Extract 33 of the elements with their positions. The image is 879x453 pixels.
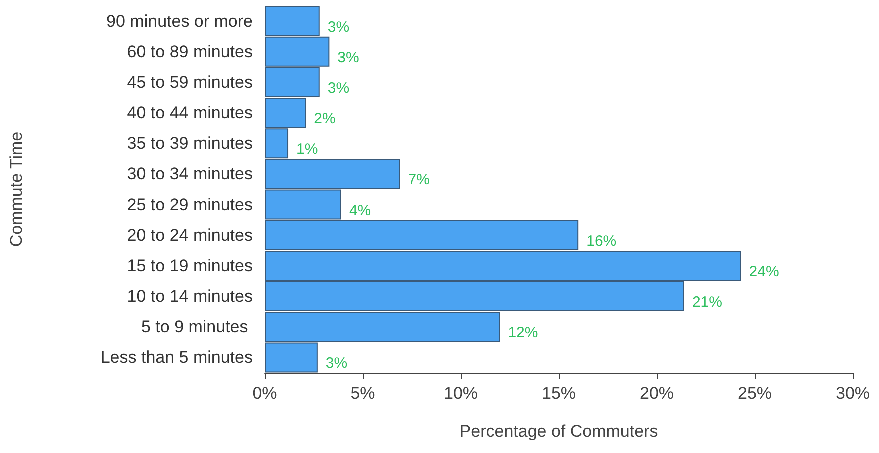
- data-label: 1%: [296, 141, 318, 158]
- data-label: 3%: [338, 49, 360, 66]
- data-label: 16%: [586, 232, 617, 250]
- y-tick-label: 40 to 44 minutes: [127, 104, 253, 123]
- y-tick-label: 35 to 39 minutes: [127, 134, 253, 154]
- data-label: 12%: [508, 324, 538, 342]
- x-tick-label: 5%: [350, 384, 376, 403]
- y-axis-title: Commute Time: [7, 132, 26, 248]
- y-tick-label: Less than 5 minutes: [100, 348, 253, 368]
- data-label: 24%: [749, 263, 780, 280]
- data-label: 21%: [692, 294, 722, 312]
- y-tick-label: 30 to 34 minutes: [127, 164, 253, 184]
- y-tick-label: 45 to 59 minutes: [127, 72, 253, 92]
- data-label: 2%: [314, 110, 336, 128]
- data-label: 3%: [328, 80, 350, 97]
- x-axis-title: Percentage of Commuters: [460, 422, 658, 441]
- y-tick-label: 5 to 9 minutes: [141, 318, 253, 337]
- x-tick-label: 20%: [640, 384, 674, 403]
- data-label: 4%: [349, 202, 372, 220]
- y-tick-label: 60 to 89 minutes: [127, 42, 253, 62]
- data-label: 3%: [326, 355, 348, 372]
- y-tick-label: 10 to 14 minutes: [127, 287, 253, 306]
- data-label: 7%: [408, 172, 430, 189]
- x-tick-label: 15%: [542, 384, 576, 403]
- x-tick-label: 10%: [444, 384, 478, 403]
- y-tick-label: 15 to 19 minutes: [127, 256, 253, 276]
- data-label: 3%: [328, 18, 350, 36]
- x-tick-label: 30%: [836, 384, 870, 403]
- y-tick-label: 20 to 24 minutes: [127, 226, 253, 245]
- y-tick-label: 90 minutes or more: [106, 12, 253, 31]
- x-tick-label: 25%: [738, 384, 772, 403]
- y-tick-label: 25 to 29 minutes: [127, 195, 253, 214]
- x-tick-label: 0%: [252, 384, 278, 403]
